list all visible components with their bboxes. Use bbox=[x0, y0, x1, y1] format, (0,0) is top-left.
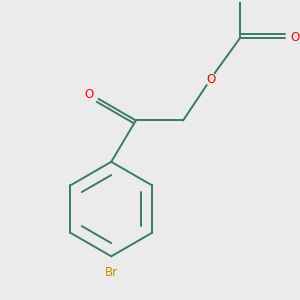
Text: Br: Br bbox=[105, 266, 118, 279]
Text: O: O bbox=[84, 88, 94, 101]
Text: O: O bbox=[290, 31, 300, 44]
Text: O: O bbox=[206, 73, 215, 85]
